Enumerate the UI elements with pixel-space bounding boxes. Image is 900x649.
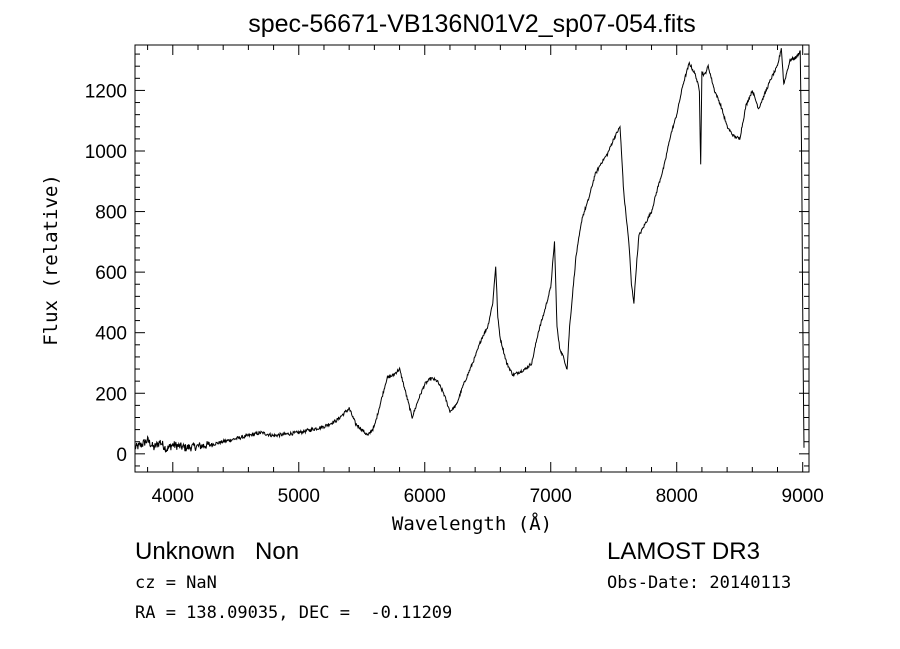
x-tick-label: 8000	[656, 486, 698, 507]
y-tick-label: 400	[95, 324, 127, 345]
y-tick-label: 200	[95, 384, 127, 405]
axis-ticks	[135, 45, 809, 472]
plot-frame	[134, 44, 810, 473]
x-tick-label: 7000	[530, 486, 572, 507]
y-tick-label: 600	[95, 263, 127, 284]
y-tick-label: 0	[116, 445, 127, 466]
redshift-label: cz = NaN	[135, 573, 217, 593]
object-class-label: Unknown Non	[135, 538, 300, 565]
chart-title: spec-56671-VB136N01V2_sp07-054.fits	[248, 10, 696, 38]
x-tick-label: 4000	[152, 486, 194, 507]
y-tick-label: 1200	[85, 81, 127, 102]
obs-date-label: Obs-Date: 20140113	[607, 573, 792, 593]
x-tick-label: 9000	[782, 486, 824, 507]
axis-tick-labels: 4000 5000 6000 7000 8000 9000 0 200 400 600 800 100…	[85, 81, 824, 507]
y-tick-label: 800	[95, 203, 127, 224]
x-axis-label: Wavelength (Å)	[392, 512, 552, 535]
x-tick-label: 6000	[404, 486, 446, 507]
x-tick-label: 5000	[278, 486, 320, 507]
coordinates-label: RA = 138.09035, DEC = -0.11209	[135, 603, 453, 623]
y-axis-label: Flux (relative)	[40, 174, 62, 346]
survey-label: LAMOST DR3	[607, 538, 760, 565]
spectrum-series-line	[134, 48, 805, 453]
y-tick-label: 1000	[85, 142, 127, 163]
